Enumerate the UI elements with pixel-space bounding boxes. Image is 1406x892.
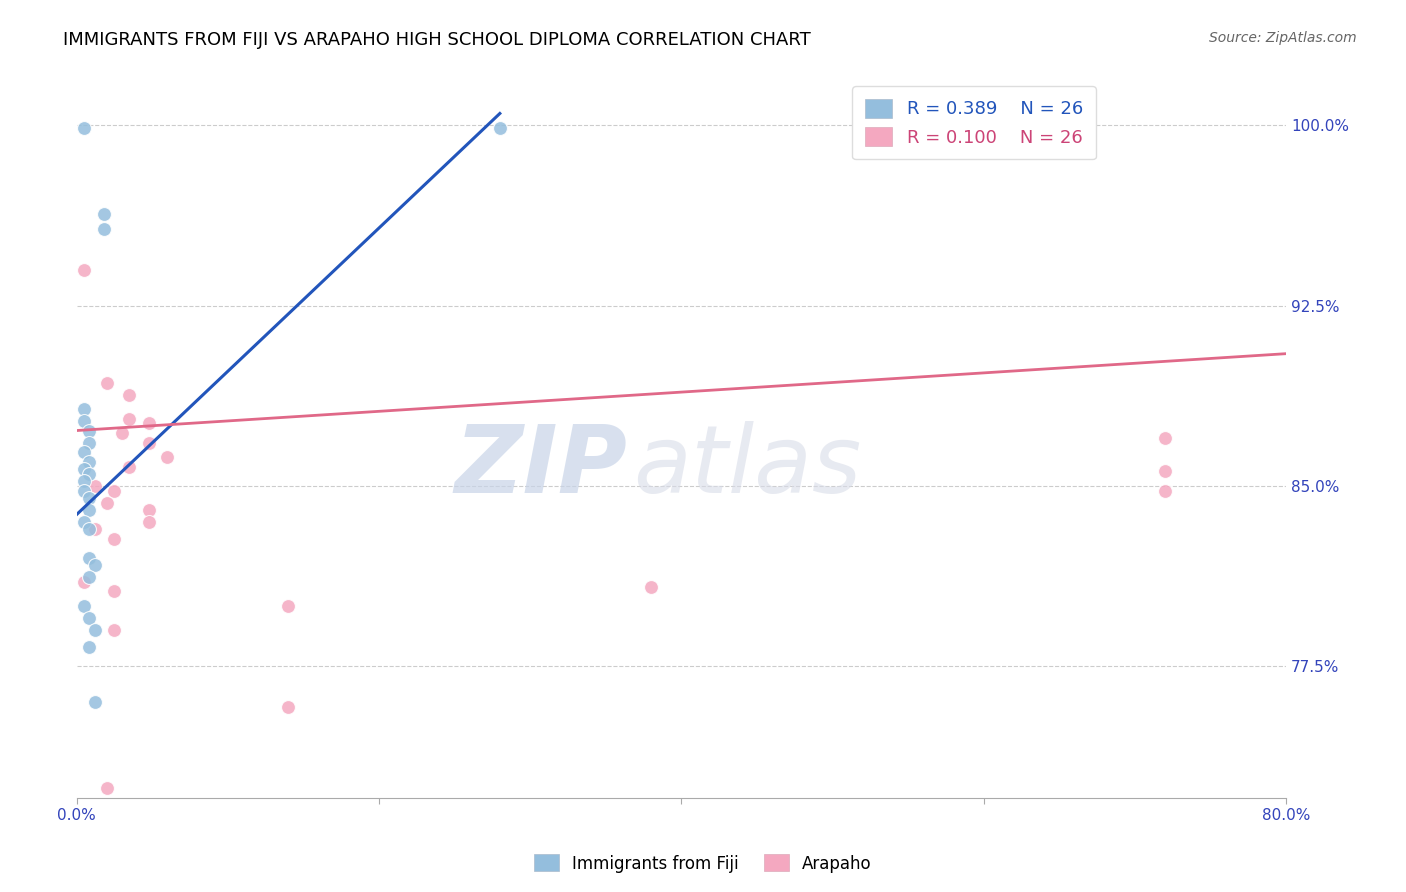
Point [73,474,96,488]
Point [73,414,96,428]
Point [77,640,100,654]
Point [83,479,105,493]
Text: atlas: atlas [633,421,860,512]
Point [96,376,118,390]
Point [83,558,105,572]
Point [73,120,96,135]
Point [1154,464,1177,478]
Point [73,515,96,529]
Point [103,584,125,599]
Point [77,611,100,625]
Point [96,781,118,796]
Point [118,411,141,425]
Point [73,262,96,277]
Point [138,417,160,431]
Point [118,387,141,401]
Legend: Immigrants from Fiji, Arapaho: Immigrants from Fiji, Arapaho [527,847,879,880]
Point [138,435,160,450]
Point [277,699,299,714]
Point [93,221,115,235]
Point [73,574,96,589]
Point [73,445,96,459]
Point [111,425,134,440]
Point [138,515,160,529]
Point [73,483,96,498]
Point [83,695,105,709]
Point [489,120,512,135]
Point [73,401,96,416]
Point [73,462,96,476]
Point [1154,431,1177,445]
Point [96,495,118,509]
Text: Source: ZipAtlas.com: Source: ZipAtlas.com [1209,31,1357,45]
Point [103,623,125,637]
Point [77,570,100,584]
Point [77,503,100,517]
Point [77,550,100,565]
Point [1154,483,1177,498]
Point [77,467,100,481]
Point [77,424,100,438]
Point [277,599,299,613]
Point [73,599,96,613]
Text: IMMIGRANTS FROM FIJI VS ARAPAHO HIGH SCHOOL DIPLOMA CORRELATION CHART: IMMIGRANTS FROM FIJI VS ARAPAHO HIGH SCH… [63,31,811,49]
Legend: R = 0.389    N = 26, R = 0.100    N = 26: R = 0.389 N = 26, R = 0.100 N = 26 [852,87,1095,160]
Point [77,435,100,450]
Point [103,483,125,498]
Point [77,491,100,505]
Point [138,503,160,517]
Point [77,455,100,469]
Point [93,207,115,221]
Point [156,450,179,464]
Point [118,459,141,474]
Text: ZIP: ZIP [454,420,627,513]
Point [640,580,662,594]
Point [83,522,105,536]
Point [83,623,105,637]
Point [103,532,125,546]
Point [77,522,100,536]
